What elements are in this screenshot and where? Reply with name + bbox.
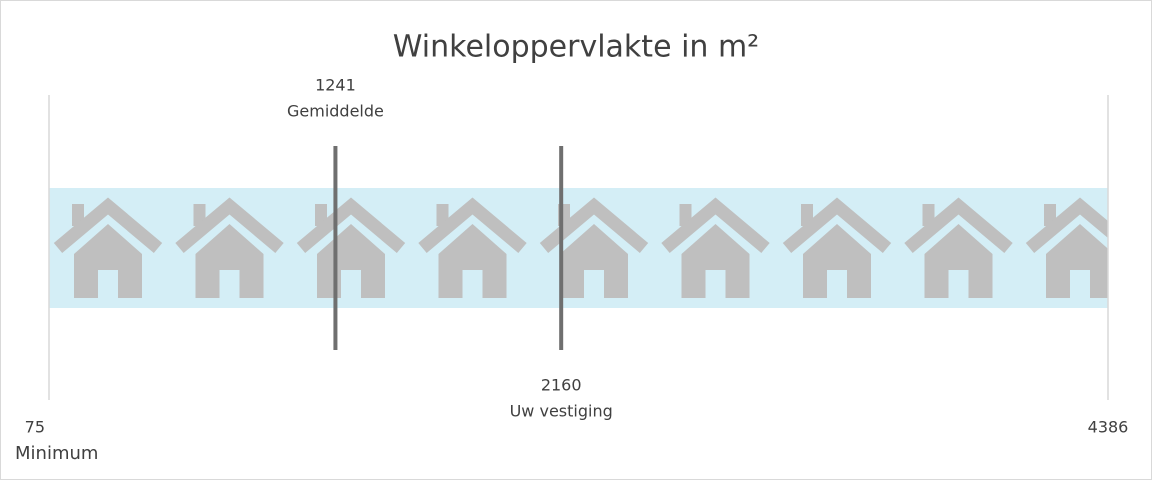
x-tick-label: 75 xyxy=(25,418,45,437)
marker-value: 2160 xyxy=(541,376,582,395)
marker-name: Gemiddelde xyxy=(287,102,384,121)
marker-value: 1241 xyxy=(315,76,356,95)
marker-name: Uw vestiging xyxy=(510,402,613,421)
min-label: Minimum xyxy=(15,443,98,464)
chart-title: Winkeloppervlakte in m² xyxy=(393,30,759,65)
x-tick-label: 4386 xyxy=(1088,418,1129,437)
